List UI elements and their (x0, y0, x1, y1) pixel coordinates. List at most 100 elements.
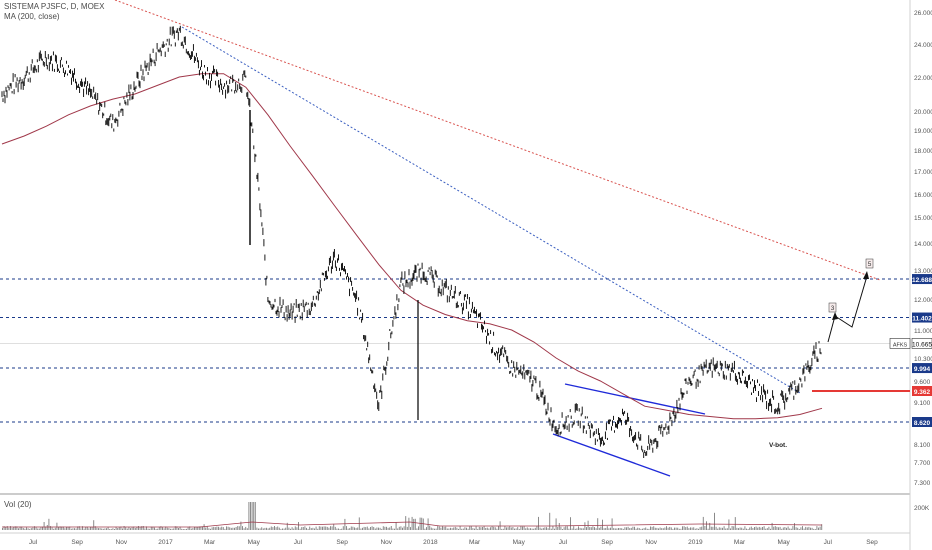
arrow-head-2 (863, 271, 869, 279)
volume-bar (403, 526, 405, 530)
volume-bar (336, 528, 338, 530)
volume-bar (589, 527, 591, 530)
time-tick: Nov (380, 539, 392, 546)
volume-bar (406, 526, 408, 530)
volume-bar (94, 526, 96, 530)
volume-bar (664, 527, 666, 530)
volume-bar (741, 527, 743, 530)
volume-bar (243, 528, 245, 530)
volume-bar (325, 526, 327, 530)
volume-bar (155, 528, 157, 530)
price-tick: 17.000 (914, 169, 932, 176)
volume-bar (19, 526, 21, 530)
volume-bar (565, 526, 567, 530)
time-tick: May (513, 539, 526, 546)
arrow-head-1 (832, 312, 838, 320)
volume-bar (317, 528, 319, 530)
price-tick: 7.700 (914, 460, 931, 467)
volume-bar (525, 528, 527, 530)
volume-bar (315, 526, 317, 530)
time-tick: Jul (559, 539, 568, 546)
volume-bar (792, 526, 794, 530)
volume-bar (397, 528, 399, 530)
volume-bar (328, 527, 330, 530)
time-tick: Sep (866, 539, 878, 546)
volume-bar (435, 528, 437, 530)
volume-bar (45, 526, 47, 530)
volume-bar (168, 528, 170, 530)
volume-bar (61, 526, 63, 530)
volume-bar (762, 527, 763, 530)
volume-bar (730, 528, 731, 530)
volume-bar (262, 528, 264, 530)
price-candles (1, 25, 822, 458)
volume-bar (88, 528, 90, 530)
last-symbol: AFKS (893, 342, 908, 348)
volume-bar (354, 527, 355, 530)
volume-bar (133, 526, 135, 530)
volume-bar (301, 527, 303, 530)
time-tick: Nov (645, 539, 657, 546)
volume-bar (117, 528, 119, 530)
volume-bar (390, 526, 392, 530)
volume-bar (520, 526, 522, 530)
volume-bar (518, 528, 520, 530)
price-tick: 20.000 (914, 109, 932, 116)
volume-bar (341, 528, 343, 530)
volume-bar (429, 525, 431, 530)
volume-bar (141, 526, 143, 530)
volume-bar (190, 528, 192, 530)
volume-bar (790, 528, 792, 530)
volume-bar (182, 529, 184, 530)
volume-bar (283, 528, 285, 530)
volume-bar (290, 528, 291, 530)
volume-bar (118, 527, 120, 530)
volume-bar (662, 528, 664, 530)
volume-bar (59, 526, 61, 530)
volume-bar (488, 528, 490, 530)
level-badge (912, 363, 932, 374)
price-tick: 10.300 (914, 356, 932, 363)
volume-bar (211, 527, 213, 530)
volume-bar (757, 527, 759, 530)
volume-bar (104, 528, 106, 530)
volume-bar (413, 518, 415, 530)
volume-bar (496, 528, 498, 530)
volume-bar (40, 527, 42, 530)
volume-bar (166, 527, 168, 530)
volume-bar (742, 528, 744, 530)
volume-bar (202, 526, 203, 530)
volume-bar (789, 528, 791, 530)
volume-bar (574, 528, 576, 530)
volume-bar (603, 528, 605, 530)
volume-bar (91, 527, 93, 530)
volume-bar (299, 528, 301, 530)
volume-bar (779, 526, 781, 530)
volume-bar (214, 527, 216, 530)
volume-bar (754, 527, 755, 530)
volume-bar (170, 528, 171, 530)
volume-bar (53, 528, 55, 530)
volume-bar (272, 527, 274, 530)
volume-bar (438, 526, 440, 530)
volume-bar (106, 528, 107, 530)
volume-bar (264, 527, 266, 530)
volume-bar (8, 527, 10, 530)
volume-bar (682, 526, 683, 530)
volume-bar (570, 517, 571, 530)
volume-bar (411, 516, 413, 530)
volume-bar (776, 526, 778, 530)
volume-bar (160, 526, 162, 530)
volume-bar (675, 527, 677, 530)
volume-bar (306, 527, 307, 530)
volume-bar (688, 528, 690, 530)
volume-bar (366, 526, 368, 530)
volume-bar (154, 527, 155, 530)
volume-bar (240, 521, 242, 530)
volume-bar (635, 528, 637, 530)
volume-ma-line (2, 521, 823, 528)
ma-line (1, 73, 823, 420)
volume-bar (774, 526, 776, 530)
volume-bar (250, 502, 251, 530)
